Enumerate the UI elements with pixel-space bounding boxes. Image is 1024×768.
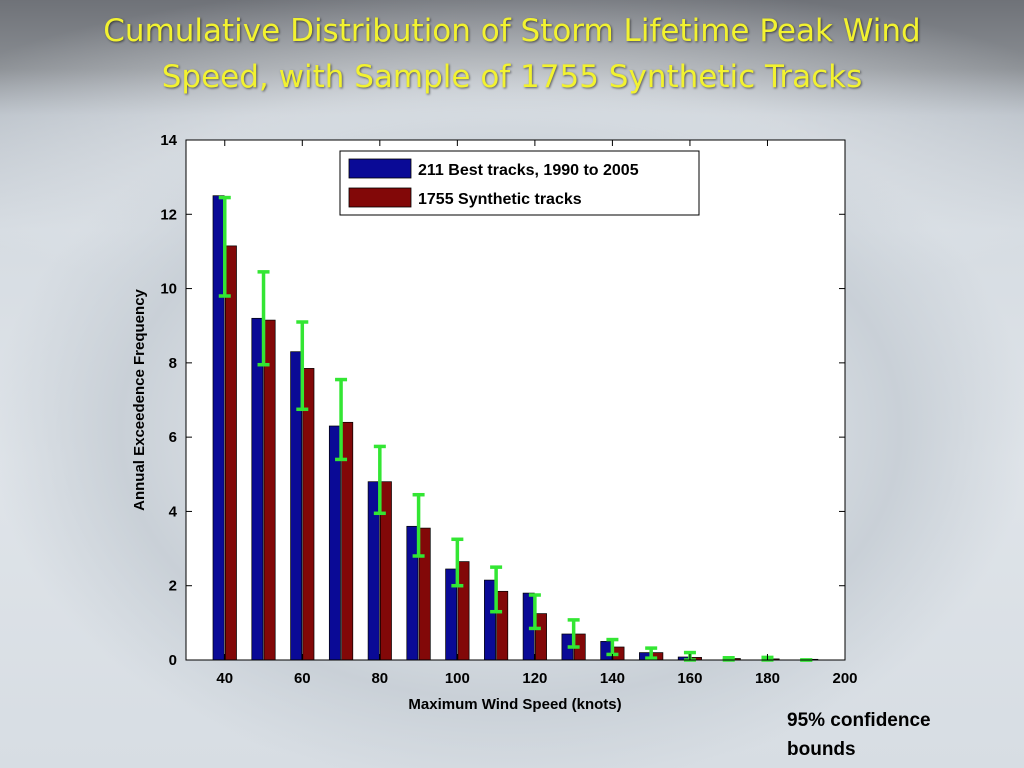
bar-best-tracks-50 bbox=[251, 317, 264, 661]
x-tick-label-60: 60 bbox=[294, 670, 311, 687]
confidence-bound-150 bbox=[645, 646, 658, 660]
confidence-bound-60 bbox=[296, 320, 309, 412]
y-tick-label-14: 14 bbox=[160, 132, 177, 149]
legend-label-best-tracks: 211 Best tracks, 1990 to 2005 bbox=[418, 162, 639, 179]
bar-synthetic-tracks-110 bbox=[496, 590, 509, 661]
confidence-note-line-2: bounds bbox=[787, 739, 856, 760]
confidence-bound-130 bbox=[567, 618, 580, 649]
legend: 211 Best tracks, 1990 to 2005 1755 Synth… bbox=[339, 150, 700, 216]
legend-swatch-synthetic-tracks bbox=[348, 187, 412, 208]
confidence-bound-40 bbox=[218, 195, 231, 298]
confidence-bound-90 bbox=[412, 492, 425, 558]
axes-group bbox=[185, 139, 846, 661]
slide-title-line-2: Speed, with Sample of 1755 Synthetic Tra… bbox=[161, 59, 863, 95]
y-tick-label-4: 4 bbox=[169, 503, 178, 520]
confidence-bound-100 bbox=[451, 537, 464, 588]
y-tick-label-8: 8 bbox=[169, 355, 177, 372]
y-tick-label-6: 6 bbox=[169, 429, 177, 446]
y-tick-label-12: 12 bbox=[160, 206, 177, 223]
x-tick-label-200: 200 bbox=[832, 670, 857, 687]
plot-frame bbox=[185, 139, 846, 661]
bar-synthetic-tracks-100 bbox=[457, 561, 470, 661]
y-ticks-group: 0 2 4 6 8 10 12 14 bbox=[160, 132, 845, 669]
bar-synthetic-tracks-60 bbox=[302, 368, 315, 661]
bar-best-tracks-100 bbox=[445, 568, 458, 661]
y-tick-label-2: 2 bbox=[169, 578, 177, 595]
bar-best-tracks-140 bbox=[600, 641, 613, 661]
x-tick-label-160: 160 bbox=[677, 670, 702, 687]
bar-synthetic-tracks-50 bbox=[263, 319, 276, 661]
x-ticks-group: 40 60 80 100 120 140 160 180 200 bbox=[216, 140, 858, 687]
y-tick-label-10: 10 bbox=[160, 281, 177, 298]
x-tick-label-40: 40 bbox=[216, 670, 233, 687]
y-axis-label: Annual Exceedence Frequency bbox=[131, 288, 148, 510]
x-axis-label: Maximum Wind Speed (knots) bbox=[408, 696, 621, 713]
legend-swatch-best-tracks bbox=[348, 158, 412, 179]
confidence-bound-120 bbox=[528, 593, 541, 631]
confidence-bound-70 bbox=[335, 377, 348, 462]
bar-best-tracks-110 bbox=[484, 579, 496, 661]
confidence-note-line-1: 95% confidence bbox=[787, 710, 931, 731]
x-tick-label-140: 140 bbox=[600, 670, 625, 687]
y-tick-label-0: 0 bbox=[169, 652, 177, 669]
confidence-bound-110 bbox=[490, 565, 503, 614]
x-tick-label-120: 120 bbox=[522, 670, 547, 687]
bar-synthetic-tracks-40 bbox=[224, 245, 237, 661]
slide-title-line-1: Cumulative Distribution of Storm Lifetim… bbox=[103, 13, 921, 49]
bar-best-tracks-40 bbox=[212, 195, 225, 661]
bar-synthetic-tracks-90 bbox=[418, 527, 431, 661]
bar-best-tracks-60 bbox=[290, 351, 303, 661]
confidence-note: 95% confidence bounds bbox=[787, 706, 987, 764]
legend-label-synthetic-tracks: 1755 Synthetic tracks bbox=[418, 191, 582, 208]
x-tick-label-80: 80 bbox=[371, 670, 388, 687]
x-tick-label-180: 180 bbox=[755, 670, 780, 687]
confidence-bound-50 bbox=[257, 270, 270, 367]
bar-synthetic-tracks-120 bbox=[535, 613, 547, 661]
bars-group bbox=[212, 195, 819, 661]
bar-best-tracks-80 bbox=[367, 481, 380, 661]
confidence-bound-80 bbox=[373, 444, 386, 516]
plot-area bbox=[185, 139, 846, 661]
bar-synthetic-tracks-80 bbox=[379, 481, 392, 661]
bar-best-tracks-90 bbox=[406, 525, 419, 661]
bar-best-tracks-120 bbox=[522, 592, 535, 661]
x-tick-label-100: 100 bbox=[445, 670, 470, 687]
slide-title: Cumulative Distribution of Storm Lifetim… bbox=[0, 8, 1024, 100]
